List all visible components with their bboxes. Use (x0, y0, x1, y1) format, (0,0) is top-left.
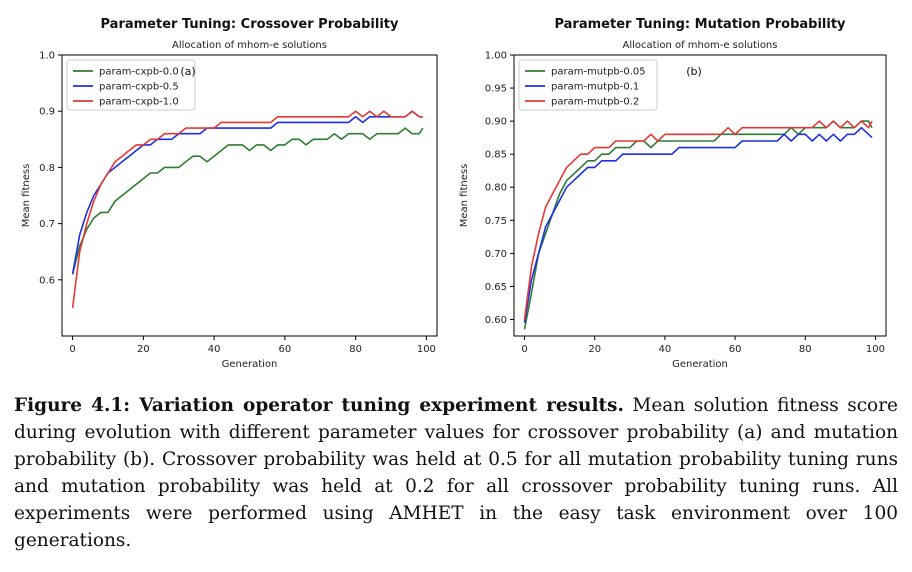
x-tick-label: 40 (208, 344, 221, 355)
y-tick-label: 1.0 (39, 51, 55, 62)
y-tick-label: 0.80 (485, 183, 507, 194)
legend-label: param-mutpb-0.2 (551, 97, 639, 108)
panel-label: (b) (686, 65, 702, 78)
y-tick-label: 0.7 (39, 219, 55, 230)
chart-mutation: Parameter Tuning: Mutation Probability Al… (459, 17, 887, 370)
y-tick-label: 0.70 (485, 249, 507, 260)
x-tick-label: 100 (866, 344, 885, 355)
series-line-1 (523, 120, 873, 330)
series-line-3 (523, 120, 873, 320)
y-tick-label: 1.00 (485, 51, 507, 62)
legend-label: param-mutpb-0.05 (551, 67, 646, 78)
chart-subtitle: Allocation of mhom-e solutions (172, 40, 327, 51)
y-axis-label: Mean fitness (21, 164, 32, 228)
y-tick-label: 0.75 (485, 216, 507, 227)
legend-box (518, 59, 658, 111)
series-line-2 (523, 126, 873, 323)
x-tick-label: 20 (137, 344, 150, 355)
chart-subtitle: Allocation of mhom-e solutions (623, 40, 778, 51)
y-tick-label: 0.90 (485, 117, 507, 128)
x-tick-label: 80 (349, 344, 362, 355)
panel-label: (a) (180, 65, 195, 78)
y-tick-label: 0.60 (485, 315, 507, 326)
x-axis-label: Generation (222, 359, 278, 370)
chart-title: Parameter Tuning: Crossover Probability (101, 17, 400, 32)
figure: Parameter Tuning: Crossover Probability A… (21, 17, 887, 370)
legend-label: param-cxpb-0.0 (99, 67, 179, 78)
x-axis-label: Generation (672, 359, 728, 370)
plot-frame (513, 54, 887, 337)
x-tick-label: 20 (588, 344, 601, 355)
x-tick-label: 100 (417, 344, 436, 355)
legend-box (66, 59, 196, 111)
legend-label: param-cxpb-1.0 (99, 97, 179, 108)
y-tick-label: 0.95 (485, 84, 507, 95)
plot-frame (61, 54, 438, 337)
x-tick-label: 60 (729, 344, 742, 355)
y-tick-label: 0.65 (485, 282, 507, 293)
chart-title: Parameter Tuning: Mutation Probability (554, 17, 846, 32)
y-axis-label: Mean fitness (459, 164, 470, 228)
figure-caption: Figure 4.1: Variation operator tuning ex… (14, 392, 898, 554)
chart-crossover: Parameter Tuning: Crossover Probability A… (21, 17, 438, 370)
y-tick-label: 0.6 (39, 275, 55, 286)
x-tick-label: 0 (69, 344, 75, 355)
series-line-1 (71, 127, 424, 275)
caption-label: Figure 4.1: Variation operator tuning ex… (14, 395, 624, 416)
caption-text: Mean solution fitness score during evolu… (14, 395, 898, 551)
legend-label: param-cxpb-0.5 (99, 82, 179, 93)
y-tick-label: 0.9 (39, 107, 55, 118)
x-tick-label: 80 (799, 344, 812, 355)
series-line-3 (71, 110, 423, 309)
x-tick-label: 40 (659, 344, 672, 355)
series-line-2 (71, 110, 423, 275)
x-tick-label: 60 (279, 344, 292, 355)
x-tick-label: 0 (521, 344, 527, 355)
y-tick-label: 0.85 (485, 150, 507, 161)
y-tick-label: 0.8 (39, 163, 55, 174)
legend-label: param-mutpb-0.1 (551, 82, 639, 93)
